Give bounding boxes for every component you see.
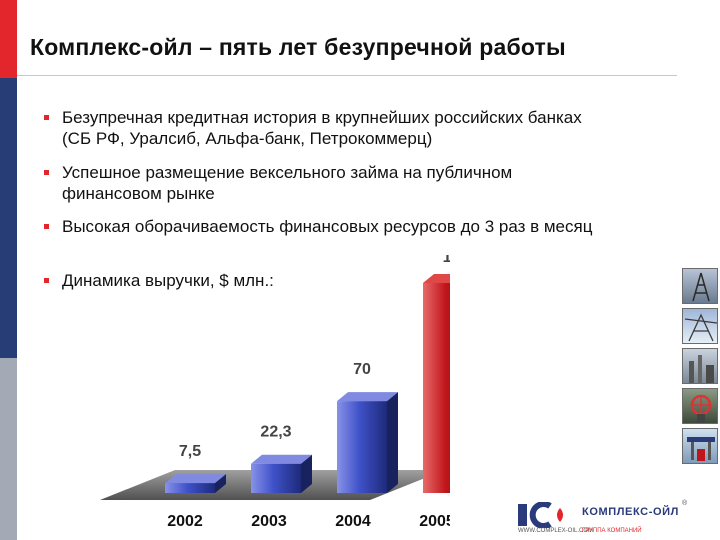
data-label-2005: 160 [443,255,450,266]
slide-title: Комплекс-ойл – пять лет безупречной рабо… [30,34,566,60]
bullet-text: Успешное размещение вексельного займа на… [62,163,513,203]
bullet-bill-loan: Успешное размещение вексельного займа на… [44,162,614,204]
power-line-photo [682,308,718,344]
bullet-revenue-dynamics: Динамика выручки, $ млн.: [44,270,344,291]
refinery-photo [682,348,718,384]
bullet-marker [44,224,49,229]
data-label-2003: 22,3 [260,424,291,441]
bullet-credit-history: Безупречная кредитная история в крупнейш… [44,107,614,149]
bullet-text: Безупречная кредитная история в крупнейш… [62,108,582,148]
bullet-marker [44,115,49,120]
bar-front [337,401,387,493]
bar-top [423,274,450,283]
bar-front [251,463,301,493]
bullet-text: Высокая оборачиваемость финансовых ресур… [62,217,593,236]
accent-stripe-navy [0,78,17,358]
logo-brand-name: КОМПЛЕКС-ОЙЛ [582,506,679,518]
bar-2002 [165,474,226,493]
valve-photo [682,388,718,424]
tick-label-2005: 2005 [419,513,450,530]
registered-mark: ® [682,500,688,507]
bullet-marker [44,170,49,175]
bar-2005 [423,274,450,493]
bullet-turnover: Высокая оборачиваемость финансовых ресур… [44,216,644,237]
data-label-2004: 70 [353,361,371,378]
bar-side [387,392,398,493]
accent-stripe-grey [0,358,17,540]
bar-2004 [337,392,398,493]
tick-label-2004: 2004 [335,513,371,530]
bar-top [165,474,226,484]
fuel-station-photo [682,428,718,464]
company-logo: КОМПЛЕКС-ОЙЛ ® WWW.COMPLEX-OIL.COM ГРУПП… [518,496,718,540]
tick-label-2003: 2003 [251,513,287,530]
data-label-2002: 7,5 [179,443,201,460]
bar-front [165,483,215,493]
bar-top [251,454,312,464]
bar-side [215,474,226,493]
bar-top [337,392,398,402]
logo-url: WWW.COMPLEX-OIL.COM [518,528,593,534]
bar-front [423,283,450,493]
company-logo-icon [518,502,563,528]
tick-label-2002: 2002 [167,513,203,530]
title-divider [17,75,677,76]
bar-side [301,454,312,493]
accent-stripe-red [0,0,17,78]
revenue-chart: 7,5 22,3 70 160 2002 2003 2004 2005 [100,255,450,530]
bar-2003 [251,454,312,493]
bullet-marker [44,278,49,283]
bullet-text: Динамика выручки, $ млн.: [62,271,274,290]
oil-derrick-photo [682,268,718,304]
logo-group-caption: ГРУППА КОМПАНИЙ [582,528,642,534]
